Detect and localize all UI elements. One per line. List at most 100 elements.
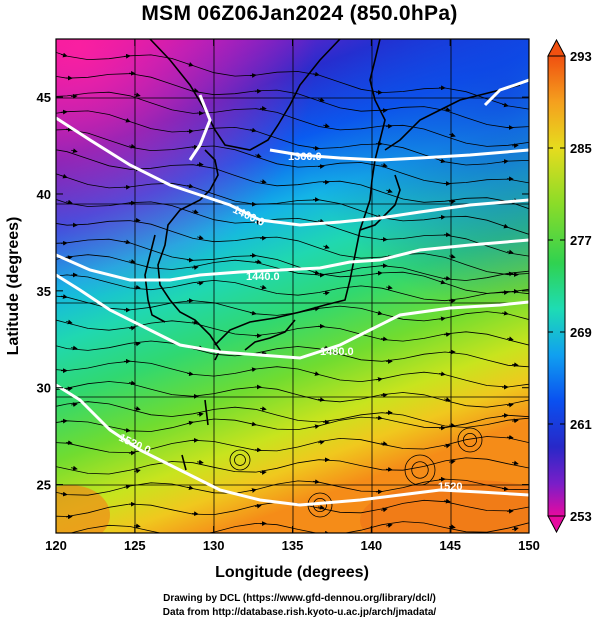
x-tick-label: 135 (282, 538, 304, 553)
wind-arrow (187, 371, 194, 377)
wind-arrow (134, 284, 141, 290)
wind-arrow (192, 209, 199, 214)
temperature-field (56, 39, 529, 533)
wind-arrow (449, 132, 456, 138)
wind-arrow (449, 254, 456, 259)
wind-arrow (507, 271, 514, 277)
wind-arrow (134, 523, 141, 529)
wind-arrow (197, 459, 204, 465)
y-axis-label: Latitude (degrees) (5, 217, 22, 356)
y-tick-label: 40 (37, 187, 51, 202)
wind-arrow (439, 158, 446, 164)
wind-arrow (60, 240, 68, 246)
credit-data: Data from http://database.rish.kyoto-u.a… (162, 607, 437, 618)
wind-arrow (322, 179, 330, 185)
wind-arrow (187, 62, 194, 67)
wind-arrow (60, 109, 68, 115)
wind-arrow (512, 362, 519, 367)
wind-arrow (439, 371, 446, 377)
streamline (56, 274, 529, 302)
wind-arrow (444, 107, 451, 112)
wind-arrow (197, 412, 204, 417)
streamline (56, 129, 529, 185)
wind-arrow (71, 148, 78, 154)
wind-arrow (192, 319, 199, 325)
height-contours (56, 78, 529, 507)
wind-arrow (501, 159, 509, 164)
x-tick-label: 140 (360, 538, 382, 553)
y-tick-label: 25 (37, 478, 51, 493)
x-tick-label: 120 (45, 538, 67, 553)
wind-arrow (502, 223, 509, 229)
wind-arrow (512, 460, 519, 466)
colorbar-tick-label: 253 (570, 509, 592, 524)
wind-arrow (61, 294, 68, 299)
wind-arrow (438, 214, 446, 220)
wind-arrow (507, 336, 514, 342)
wind-arrow (192, 87, 199, 93)
wind-arrow (507, 402, 514, 408)
wind-arrow (72, 532, 78, 533)
map-title: MSM 06Z06Jan2024 (850.0hPa) (141, 2, 458, 25)
wind-arrow (61, 173, 68, 179)
wind-arrow (250, 421, 257, 427)
wind-arrow (128, 450, 136, 456)
streamline (69, 521, 529, 533)
wind-arrow (313, 71, 320, 77)
wind-arrow (254, 447, 262, 453)
wind-arrow (191, 511, 199, 517)
wind-streamlines (56, 51, 529, 533)
wind-arrow (197, 235, 204, 240)
wind-arrow (134, 92, 141, 98)
wind-arrow (385, 466, 393, 472)
wind-arrow (123, 53, 131, 59)
wind-arrow (323, 290, 330, 296)
graticule (56, 39, 529, 533)
wind-arrow (187, 420, 194, 426)
wind-arrow (123, 427, 131, 433)
wind-arrow (444, 498, 451, 504)
x-tick-label: 125 (124, 538, 146, 553)
wind-arrow (507, 434, 514, 440)
wind-arrow (444, 275, 451, 281)
eddy (457, 427, 483, 453)
wind-arrow (71, 402, 78, 408)
wind-arrow (449, 459, 456, 465)
wind-arrow (250, 367, 257, 373)
streamline (56, 91, 529, 147)
wind-arrow (250, 310, 257, 316)
wind-arrow (65, 514, 73, 520)
wind-arrow (260, 284, 267, 290)
colorbar-tick-label: 269 (570, 325, 592, 340)
wind-arrow (323, 123, 330, 128)
wind-arrow (129, 143, 136, 149)
wind-arrow (512, 526, 519, 532)
wind-arrow (376, 377, 383, 382)
wind-arrow (66, 199, 73, 205)
wind-arrow (375, 270, 383, 276)
streamline (56, 457, 529, 475)
wind-arrow (376, 415, 383, 421)
colorbar: 293 285 277 269 261 253 (547, 38, 592, 534)
x-axis-label: Longitude (degrees) (215, 564, 369, 581)
streamline (56, 436, 529, 454)
wind-arrow (259, 235, 267, 241)
wind-arrow (313, 371, 320, 376)
x-tick-label: 150 (518, 538, 540, 553)
streamline (56, 220, 529, 276)
wind-arrow (318, 397, 325, 402)
wind-arrow (313, 306, 320, 312)
wind-arrow (381, 392, 388, 398)
wind-arrow (323, 244, 330, 249)
wind-arrow (501, 486, 509, 492)
wind-arrow (71, 465, 78, 471)
wind-arrow (512, 418, 519, 424)
x-axis: 120 125 130 135 140 145 150 (45, 39, 540, 553)
wind-arrow (380, 108, 388, 113)
wind-arrow (134, 341, 141, 347)
wind-arrow (381, 336, 388, 342)
wind-arrow (439, 279, 446, 285)
x-tick-label: 145 (439, 538, 461, 553)
wind-arrow (134, 468, 141, 474)
wind-arrow (254, 88, 262, 94)
